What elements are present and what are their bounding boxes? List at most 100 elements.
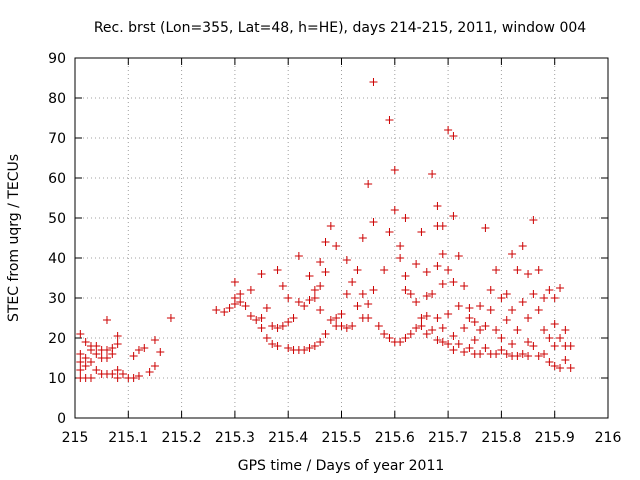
- data-point: [268, 322, 277, 330]
- x-tick-label: 215.6: [375, 430, 415, 446]
- data-point: [108, 370, 117, 378]
- data-point: [481, 224, 490, 232]
- data-point: [321, 268, 330, 276]
- data-point: [481, 344, 490, 352]
- data-point: [444, 310, 453, 318]
- data-point: [550, 320, 559, 328]
- data-point: [417, 314, 426, 322]
- y-tick-label: 80: [48, 91, 66, 107]
- data-point: [529, 290, 538, 298]
- data-point: [566, 364, 575, 372]
- data-point: [145, 368, 154, 376]
- data-point: [417, 322, 426, 330]
- x-axis-ticks: 215 215.1 215.2 215.3 215.4 215.5 215.6 215.7 21…: [62, 58, 621, 446]
- data-point: [76, 330, 85, 338]
- data-point: [454, 302, 463, 310]
- data-point: [337, 310, 346, 318]
- data-point: [540, 294, 549, 302]
- data-point: [508, 306, 517, 314]
- data-point: [129, 374, 138, 382]
- data-point: [321, 238, 330, 246]
- data-point: [540, 326, 549, 334]
- data-point: [342, 324, 351, 332]
- data-point: [134, 372, 143, 380]
- data-point: [545, 286, 554, 294]
- data-point: [406, 330, 415, 338]
- data-point: [518, 298, 527, 306]
- data-point: [321, 330, 330, 338]
- data-point: [81, 354, 90, 362]
- data-point: [556, 334, 565, 342]
- x-tick-label: 215: [62, 430, 89, 446]
- data-point: [278, 322, 287, 330]
- gridlines: [75, 58, 608, 418]
- data-point: [310, 286, 319, 294]
- data-point: [492, 266, 501, 274]
- data-point: [396, 254, 405, 262]
- data-point: [481, 322, 490, 330]
- data-point: [460, 324, 469, 332]
- data-point: [150, 336, 159, 344]
- data-point: [492, 350, 501, 358]
- data-point: [449, 212, 458, 220]
- data-point: [284, 318, 293, 326]
- data-point: [550, 342, 559, 350]
- data-point: [396, 242, 405, 250]
- data-point: [422, 312, 431, 320]
- data-point: [113, 374, 122, 382]
- data-point: [476, 302, 485, 310]
- data-point: [212, 306, 221, 314]
- data-point: [305, 344, 314, 352]
- data-point: [316, 282, 325, 290]
- y-tick-label: 60: [48, 171, 66, 187]
- data-point: [529, 216, 538, 224]
- data-point: [310, 342, 319, 350]
- data-point: [502, 316, 511, 324]
- data-point: [348, 322, 357, 330]
- data-point: [497, 334, 506, 342]
- data-point: [316, 306, 325, 314]
- data-point: [230, 278, 239, 286]
- data-point: [428, 290, 437, 298]
- data-point: [561, 326, 570, 334]
- data-point: [385, 228, 394, 236]
- data-point: [92, 366, 101, 374]
- data-point: [417, 228, 426, 236]
- data-point: [449, 278, 458, 286]
- data-point: [300, 302, 309, 310]
- data-point: [513, 326, 522, 334]
- data-point: [401, 272, 410, 280]
- data-point: [257, 324, 266, 332]
- data-point: [92, 342, 101, 350]
- data-point: [305, 272, 314, 280]
- y-tick-label: 50: [48, 211, 66, 227]
- data-point: [113, 366, 122, 374]
- data-point: [369, 218, 378, 226]
- data-point: [342, 290, 351, 298]
- data-point: [556, 284, 565, 292]
- data-point: [444, 126, 453, 134]
- data-point: [268, 340, 277, 348]
- data-point: [257, 270, 266, 278]
- data-point: [140, 344, 149, 352]
- data-point: [294, 252, 303, 260]
- y-tick-label: 0: [57, 411, 66, 427]
- data-point: [497, 294, 506, 302]
- data-point: [401, 334, 410, 342]
- data-point: [556, 364, 565, 372]
- data-point: [364, 180, 373, 188]
- data-point: [401, 286, 410, 294]
- data-point: [284, 344, 293, 352]
- data-point: [220, 308, 229, 316]
- data-point: [385, 334, 394, 342]
- data-point: [428, 170, 437, 178]
- data-point: [513, 266, 522, 274]
- data-point: [540, 350, 549, 358]
- data-point: [486, 286, 495, 294]
- data-point: [470, 336, 479, 344]
- data-point: [358, 234, 367, 242]
- data-point: [156, 348, 165, 356]
- data-point: [102, 354, 111, 362]
- data-point: [465, 314, 474, 322]
